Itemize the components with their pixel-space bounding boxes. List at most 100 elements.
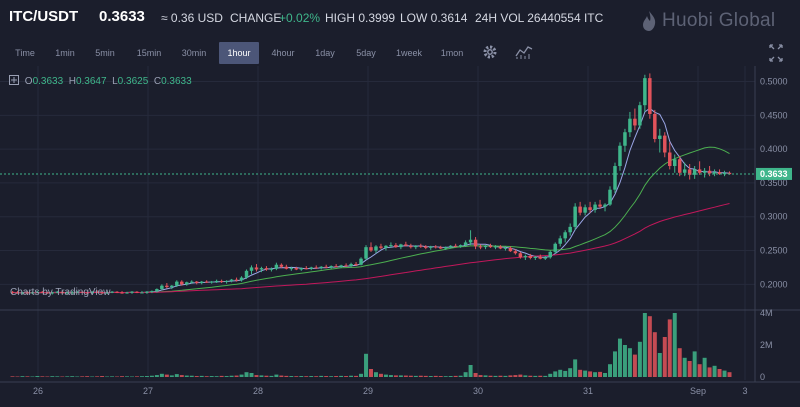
volume-bar (40, 376, 45, 377)
candle-body (578, 206, 582, 213)
volume-bar (528, 375, 533, 377)
volume-bar (473, 373, 478, 377)
candle-body (329, 266, 333, 268)
tab-1day[interactable]: 1day (315, 48, 335, 58)
volume-bar (707, 367, 712, 377)
volume-bar (244, 372, 249, 377)
candle-body (180, 281, 184, 285)
volume-bar (428, 376, 433, 377)
volume-bar (603, 373, 608, 377)
tab-5day[interactable]: 5day (356, 48, 376, 58)
candle-body (115, 291, 119, 293)
candle-body (110, 291, 114, 293)
volume-bar (563, 370, 568, 377)
volume-bar (45, 376, 50, 378)
tab-5min[interactable]: 5min (95, 48, 115, 58)
volume-bar (672, 313, 677, 377)
chart-area[interactable]: 26 27 28 29 30 31 Sep 3 0.5000 0.4500 0.4000 0.3500… (0, 66, 800, 407)
candle-body (25, 292, 30, 294)
volume-bar (483, 375, 488, 377)
fullscreen-icon[interactable] (768, 43, 784, 63)
tab-30min[interactable]: 30min (181, 48, 207, 58)
candle-body (548, 251, 552, 258)
x-tick-label: 26 (33, 386, 43, 396)
collapse-icon[interactable] (9, 75, 19, 85)
tab-1min[interactable]: 1min (55, 48, 75, 58)
volume-bar (627, 348, 632, 377)
y-tick-label: 0.3000 (760, 212, 788, 222)
candle-body (204, 281, 209, 283)
volume-bar (697, 364, 702, 377)
candle-body (623, 132, 627, 146)
volume-bar (10, 376, 15, 377)
volume-bar (234, 375, 239, 377)
y-tick-label: 0.2000 (760, 279, 788, 289)
volume-bar (383, 374, 388, 377)
candle-body (707, 170, 712, 174)
current-price-tag (756, 167, 792, 180)
volume-bar (139, 376, 144, 377)
volume-bar (80, 376, 85, 377)
candle-body (155, 289, 159, 292)
volume-bar (712, 365, 717, 377)
price-chart[interactable]: 26 27 28 29 30 31 Sep 3 0.5000 0.4500 0.4000 0.3500… (0, 66, 800, 407)
candle-body (429, 246, 433, 248)
volume-bar (214, 376, 219, 377)
candle-body (289, 268, 294, 270)
candle-body (85, 292, 89, 294)
tab-1week[interactable]: 1week (395, 48, 422, 58)
candle-body (140, 292, 144, 294)
candle-body (120, 292, 124, 294)
volume-bar (622, 345, 627, 377)
ohlc-close-label: C (153, 76, 162, 87)
candle-body (244, 270, 249, 278)
volume-bar (65, 376, 70, 377)
tab-time[interactable]: Time (15, 48, 35, 58)
change-label: CHANGE (230, 11, 282, 25)
candle-body (15, 292, 20, 294)
candle-body (533, 256, 538, 258)
ticker-header: ITC/USDT 0.3633 ≈ 0.36 USD CHANGE +0.02%… (0, 0, 800, 40)
volume-bar (279, 375, 284, 377)
volume-bar (30, 376, 35, 378)
tab-1mon[interactable]: 1mon (440, 48, 464, 58)
volume-bar (269, 375, 274, 377)
volume-bar (199, 375, 204, 377)
logo-text: Huobi Global (662, 10, 776, 31)
volume-bar (388, 375, 393, 377)
volume-bar (50, 376, 55, 377)
tradingview-watermark[interactable]: Charts by TradingView (10, 287, 110, 298)
candle-body (448, 245, 453, 248)
candle-body (433, 246, 438, 248)
volume-bar (125, 376, 130, 377)
tab-4hour[interactable]: 4hour (271, 48, 295, 58)
candle-body (90, 291, 94, 294)
candle-body (304, 268, 309, 270)
x-tick-label: 30 (473, 386, 483, 396)
candle-body (100, 292, 104, 294)
candle-body (568, 226, 572, 233)
ohlc-legend: O0.3633 H0.3647 L0.3625 C0.3633 (9, 75, 192, 87)
pair-name[interactable]: ITC/USDT (9, 8, 79, 25)
volume-bar (134, 376, 139, 377)
candle-body (125, 292, 129, 294)
volume-bar (612, 351, 617, 377)
candle-body (359, 258, 363, 265)
tab-1hour[interactable]: 1hour (219, 42, 259, 64)
candle-body (219, 280, 224, 282)
candle-body (170, 285, 174, 288)
indicators-icon[interactable] (515, 44, 533, 60)
gear-icon[interactable] (482, 44, 498, 60)
candle-body (588, 207, 592, 210)
candle-body (414, 245, 418, 248)
usd-price: ≈ 0.36 USD (161, 11, 223, 25)
volume-bar (578, 369, 583, 377)
candle-body (563, 232, 567, 239)
volume-bar (647, 316, 652, 377)
tab-15min[interactable]: 15min (136, 48, 162, 58)
volume-bar (458, 375, 463, 377)
volume-bar (229, 375, 234, 377)
volume-bar (398, 375, 403, 377)
volume-bar (418, 375, 423, 377)
volume-bar (264, 375, 269, 377)
